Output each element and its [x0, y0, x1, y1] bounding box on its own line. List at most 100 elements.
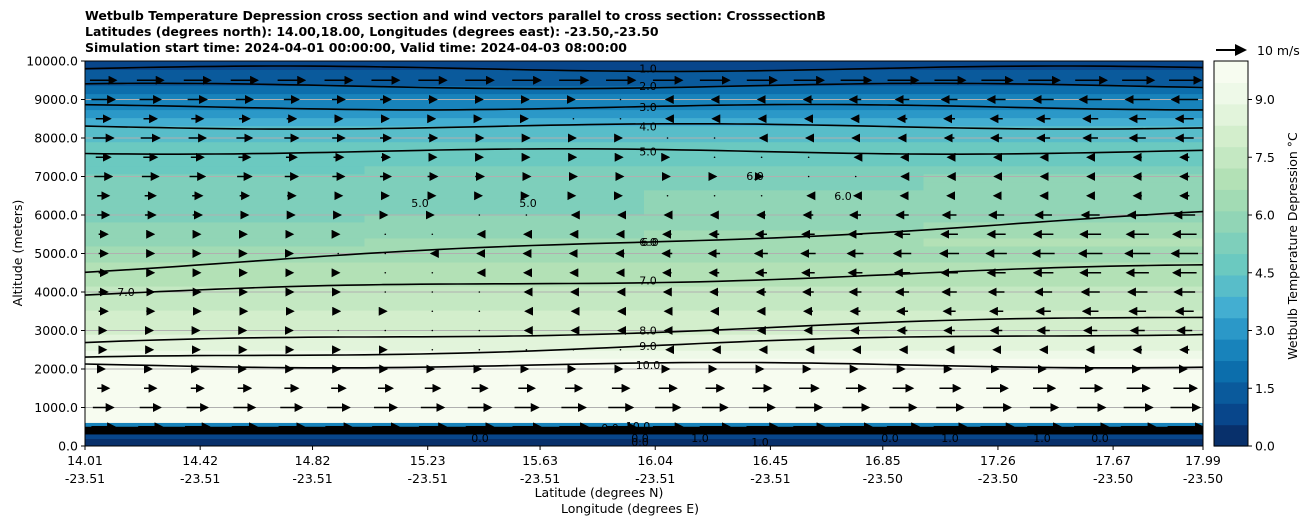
- colorbar: 0.0 1.5 3.0 4.5 6.0 7.5 9.0: [1213, 60, 1275, 454]
- field-band: [85, 189, 366, 199]
- field-band: [85, 117, 366, 127]
- wind-vector: [384, 252, 387, 255]
- field-band: [364, 173, 645, 183]
- field-band: [644, 205, 925, 215]
- field-band: [923, 237, 1203, 247]
- wind-vector: [760, 156, 763, 159]
- contour-label: 3.0: [639, 101, 657, 114]
- x-tick-label-lat: 17.67: [1095, 453, 1131, 468]
- colorbar-swatch: [1214, 317, 1248, 340]
- field-band: [644, 77, 925, 87]
- field-band: [364, 197, 645, 207]
- y-tick-label: 0.0: [58, 439, 78, 454]
- contour-label: 10.0: [626, 420, 651, 433]
- field-band: [85, 365, 366, 375]
- field-band: [364, 213, 645, 223]
- wind-vector: [572, 117, 575, 120]
- field-band: [85, 285, 366, 295]
- field-band: [923, 197, 1203, 207]
- field-band: [85, 229, 366, 239]
- field-band: [364, 157, 645, 167]
- colorbar-swatch: [1214, 232, 1248, 255]
- field-band: [644, 69, 925, 79]
- surface-contour-band: [85, 426, 1203, 435]
- x-tick-label-lon: -23.51: [750, 471, 790, 486]
- field-band: [364, 413, 645, 423]
- field-band: [644, 341, 925, 351]
- wind-vector: [572, 348, 575, 351]
- colorbar-tick-label: 0.0: [1255, 439, 1275, 454]
- field-band: [644, 373, 925, 383]
- field-band: [923, 245, 1203, 255]
- field-band: [923, 165, 1203, 175]
- y-tick-label: 9000.0: [34, 92, 78, 107]
- field-band: [85, 397, 366, 407]
- field-band: [644, 437, 925, 446]
- field-band: [923, 253, 1203, 263]
- wind-vector: [525, 214, 528, 216]
- field-band: [85, 85, 366, 95]
- contour-line: [85, 316, 1203, 344]
- field-band: [923, 333, 1203, 343]
- x-axis-label-lon: Longitude (degrees E): [561, 501, 699, 516]
- colorbar-swatch: [1214, 103, 1248, 126]
- field-band: [923, 365, 1203, 375]
- field-band: [364, 397, 645, 407]
- field-band: [85, 253, 366, 263]
- field-band: [923, 437, 1203, 446]
- field-band: [644, 141, 925, 151]
- field-band: [923, 109, 1203, 119]
- field-band: [923, 85, 1203, 95]
- contour-line: [85, 65, 1203, 73]
- colorbar-swatch: [1214, 339, 1248, 362]
- field-band: [85, 237, 366, 247]
- field-band: [923, 413, 1203, 423]
- wind-vector: [431, 271, 434, 274]
- colorbar-swatch: [1214, 125, 1248, 148]
- contour-label: 10.0: [636, 359, 661, 372]
- wind-vector: [478, 310, 481, 313]
- field-band: [85, 341, 366, 351]
- field-band: [644, 125, 925, 135]
- colorbar-swatch: [1214, 146, 1248, 169]
- x-tick-label-lon: -23.50: [1183, 471, 1223, 486]
- field-band: [364, 317, 645, 327]
- wind-vector: [431, 329, 434, 332]
- wind-vector: [807, 175, 810, 178]
- field-band: [85, 109, 366, 119]
- field-band: [644, 277, 925, 287]
- field-band: [923, 341, 1203, 351]
- field-band: [85, 213, 366, 223]
- field-band: [85, 69, 366, 79]
- contour-label: 0.0: [601, 422, 619, 435]
- field-band: [923, 77, 1203, 87]
- contour-label: 9.0: [639, 340, 657, 353]
- field-band: [364, 221, 645, 231]
- wind-vector: [478, 348, 481, 351]
- field-band: [364, 189, 645, 199]
- colorbar-swatch: [1214, 274, 1248, 297]
- field-band: [644, 117, 925, 127]
- field-band: [644, 173, 925, 183]
- field-band: [85, 101, 366, 111]
- x-tick-label-lat: 16.85: [865, 453, 901, 468]
- x-tick-label-lat: 15.63: [522, 453, 558, 468]
- y-tick-label: 2000.0: [34, 362, 78, 377]
- colorbar-swatch: [1214, 189, 1248, 212]
- field-band: [923, 317, 1203, 327]
- wind-reference-label: 10 m/s: [1257, 43, 1300, 58]
- field-band: [364, 381, 645, 391]
- wind-reference-key: 10 m/s: [1216, 43, 1300, 58]
- x-tick-label-lon: -23.51: [520, 471, 560, 486]
- field-band: [85, 413, 366, 423]
- contour-line: [85, 210, 1203, 274]
- field-band: [923, 117, 1203, 127]
- field-band: [644, 165, 925, 175]
- y-tick-label: 5000.0: [34, 246, 78, 261]
- colorbar-label: Wetbulb Temperature Depression °C: [1285, 132, 1300, 360]
- field-band: [364, 341, 645, 351]
- field-band: [644, 229, 925, 239]
- field-band: [364, 365, 645, 375]
- contour-lines: [85, 65, 1203, 435]
